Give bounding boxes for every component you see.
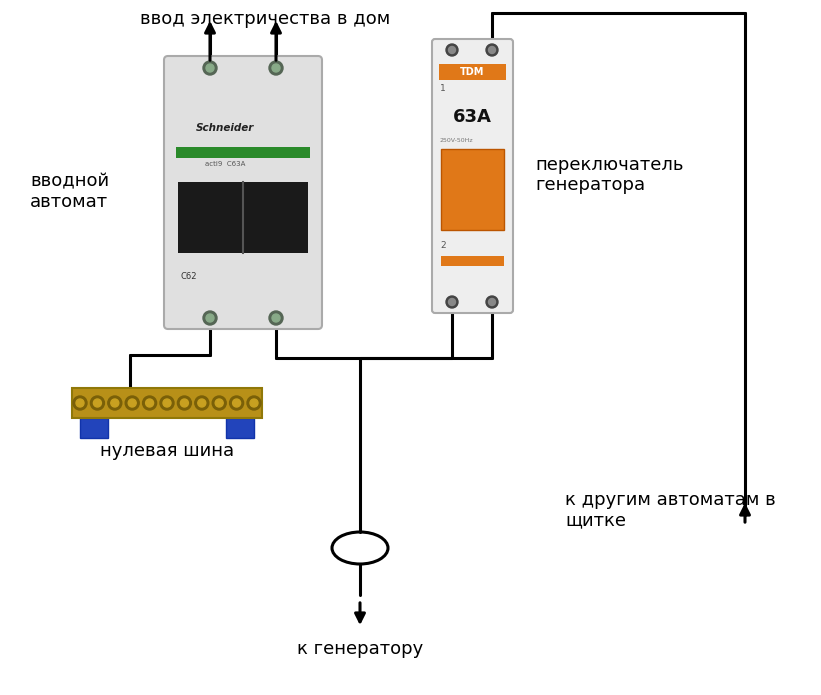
FancyBboxPatch shape — [164, 56, 322, 329]
Text: 1: 1 — [440, 84, 446, 93]
Text: acti9  C63A: acti9 C63A — [204, 161, 245, 167]
Circle shape — [446, 44, 458, 56]
Circle shape — [250, 399, 258, 407]
Circle shape — [128, 399, 136, 407]
Circle shape — [177, 396, 191, 410]
Circle shape — [247, 396, 261, 410]
Circle shape — [215, 399, 223, 407]
Bar — [176, 147, 310, 158]
Text: TDM: TDM — [461, 67, 484, 77]
Text: переключатель
генератора: переключатель генератора — [535, 156, 684, 195]
Circle shape — [145, 399, 154, 407]
Text: нулевая шина: нулевая шина — [100, 442, 234, 460]
Bar — [226, 418, 254, 438]
FancyBboxPatch shape — [432, 39, 513, 313]
Circle shape — [272, 314, 280, 322]
Circle shape — [73, 396, 87, 410]
Bar — [441, 256, 504, 266]
Circle shape — [232, 399, 241, 407]
Text: к другим автоматам в
щитке: к другим автоматам в щитке — [565, 491, 776, 530]
Circle shape — [94, 399, 102, 407]
Circle shape — [181, 399, 188, 407]
Circle shape — [125, 396, 140, 410]
Circle shape — [446, 296, 458, 308]
Bar — [439, 64, 506, 80]
Circle shape — [206, 314, 214, 322]
Circle shape — [90, 396, 104, 410]
Circle shape — [212, 396, 227, 410]
Circle shape — [488, 47, 496, 54]
Circle shape — [486, 44, 498, 56]
Circle shape — [198, 399, 206, 407]
Text: к генератору: к генератору — [297, 640, 423, 658]
Circle shape — [206, 64, 214, 72]
Text: ввод электричества в дом: ввод электричества в дом — [140, 10, 390, 28]
Text: вводной
автомат: вводной автомат — [30, 172, 109, 211]
Circle shape — [108, 396, 122, 410]
Circle shape — [488, 298, 496, 306]
Circle shape — [143, 396, 157, 410]
Circle shape — [269, 311, 283, 325]
Text: 250V-50Hz: 250V-50Hz — [439, 138, 473, 143]
Circle shape — [272, 64, 280, 72]
Text: C62: C62 — [180, 272, 196, 281]
Text: Schneider: Schneider — [196, 124, 255, 133]
Circle shape — [448, 298, 456, 306]
Bar — [72, 388, 262, 418]
Circle shape — [203, 311, 217, 325]
Circle shape — [230, 396, 244, 410]
Circle shape — [111, 399, 119, 407]
Circle shape — [76, 399, 84, 407]
Bar — [178, 182, 308, 254]
Circle shape — [203, 61, 217, 75]
Circle shape — [160, 396, 174, 410]
Circle shape — [269, 61, 283, 75]
Bar — [80, 418, 108, 438]
Circle shape — [195, 396, 209, 410]
Text: 63A: 63A — [453, 108, 492, 126]
Circle shape — [486, 296, 498, 308]
Circle shape — [163, 399, 171, 407]
Bar — [441, 149, 504, 229]
Text: 2: 2 — [440, 241, 446, 250]
Circle shape — [448, 47, 456, 54]
